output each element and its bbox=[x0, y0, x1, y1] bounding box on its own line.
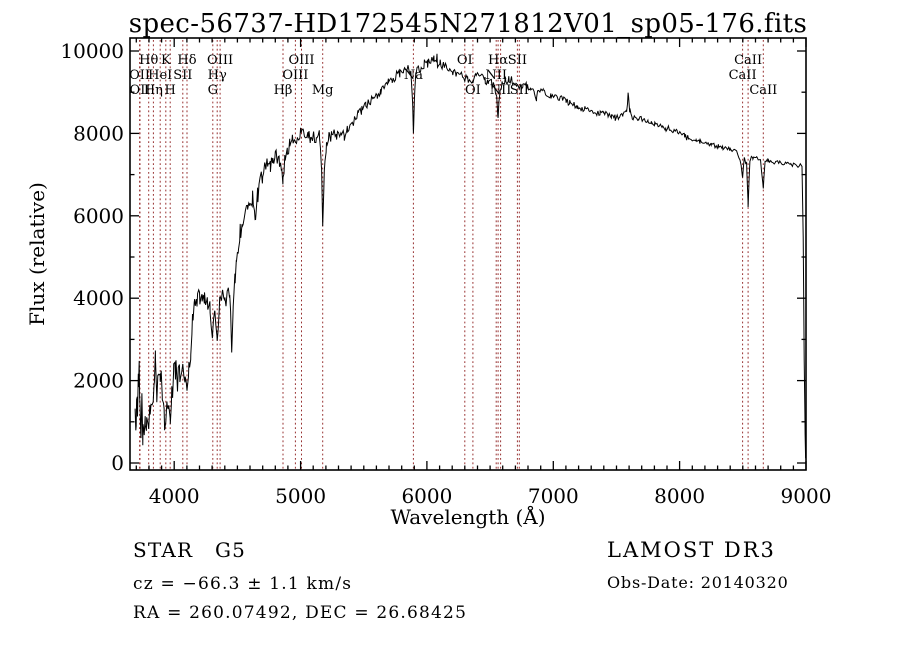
x-axis-label: Wavelength (Å) bbox=[390, 504, 545, 529]
axis-ticks bbox=[130, 38, 807, 470]
x-tick-label: 7000 bbox=[528, 484, 579, 508]
spectral-line-label: H bbox=[165, 83, 176, 98]
spectral-line-label: HeI bbox=[148, 68, 172, 83]
y-tick-label: 6000 bbox=[73, 204, 124, 228]
spectral-line-label: Hβ bbox=[274, 83, 293, 98]
plot-title: spec-56737-HD172545N271812V01_sp05-176.f… bbox=[129, 9, 808, 39]
spectral-line-label: OIII bbox=[288, 53, 314, 68]
x-tick-label: 5000 bbox=[275, 484, 326, 508]
x-tick-label: 8000 bbox=[654, 484, 705, 508]
spectral-line-label: OII bbox=[129, 68, 150, 83]
spectral-line-label: OIII bbox=[207, 53, 233, 68]
spectral-line-label: Hδ bbox=[177, 53, 196, 68]
spectral-line-label: G bbox=[208, 83, 218, 98]
spectral-line-label: OI bbox=[457, 53, 473, 68]
spectral-line-label: CaII bbox=[749, 83, 777, 98]
spectral-line-labels: OIIOIIHθHηHeIKHSIIHδGHγOIIIHβOIIIOIIIMgN… bbox=[129, 53, 777, 98]
spectrum-trace bbox=[134, 53, 807, 459]
y-tick-label: 2000 bbox=[73, 369, 124, 393]
spectral-line-label: SII bbox=[173, 68, 192, 83]
survey-text: LAMOST DR3 bbox=[607, 538, 776, 562]
obs-date-text: Obs-Date: 20140320 bbox=[607, 573, 789, 592]
spectral-line-label: CaII bbox=[729, 68, 757, 83]
spectral-line-label: NII bbox=[485, 68, 507, 83]
y-tick-labels: 0 2000 4000 6000 8000 10000 bbox=[60, 39, 124, 475]
spectral-line-label: SII bbox=[510, 83, 529, 98]
y-tick-label: 0 bbox=[111, 451, 124, 475]
plot-frame bbox=[129, 37, 807, 471]
spectral-line-label: Hθ bbox=[139, 53, 158, 68]
spectral-line-label: Na bbox=[404, 68, 423, 83]
x-tick-label: 9000 bbox=[781, 484, 832, 508]
spectral-line-label: OIII bbox=[282, 68, 308, 83]
y-tick-label: 4000 bbox=[73, 286, 124, 310]
y-tick-label: 10000 bbox=[60, 39, 124, 63]
cz-text: cz = −66.3 ± 1.1 km/s bbox=[133, 574, 352, 594]
x-tick-label: 6000 bbox=[401, 484, 452, 508]
spectral-line-label: Hα bbox=[488, 53, 508, 68]
radec-text: RA = 260.07492, DEC = 26.68425 bbox=[133, 603, 467, 623]
spectral-line-label: SII bbox=[508, 53, 527, 68]
spectral-line-label: OI bbox=[465, 83, 481, 98]
x-tick-label: 4000 bbox=[149, 484, 200, 508]
spectral-line-label: CaII bbox=[734, 53, 762, 68]
y-tick-label: 8000 bbox=[73, 121, 124, 145]
spectral-line-label: OII bbox=[130, 83, 151, 98]
spectral-line-label: NII bbox=[490, 83, 512, 98]
subclass-text: G5 bbox=[215, 538, 246, 562]
spectral-line-label: K bbox=[161, 53, 171, 68]
spectral-line-markers bbox=[139, 40, 764, 470]
x-tick-labels: 4000 5000 6000 7000 8000 9000 bbox=[149, 484, 832, 508]
spectral-line-label: Mg bbox=[312, 83, 334, 98]
spectral-line-label: Hγ bbox=[208, 68, 227, 83]
spectral-line-label: Hη bbox=[144, 83, 163, 98]
classification-text: STAR bbox=[133, 538, 193, 562]
y-axis-label: Flux (relative) bbox=[25, 182, 49, 326]
